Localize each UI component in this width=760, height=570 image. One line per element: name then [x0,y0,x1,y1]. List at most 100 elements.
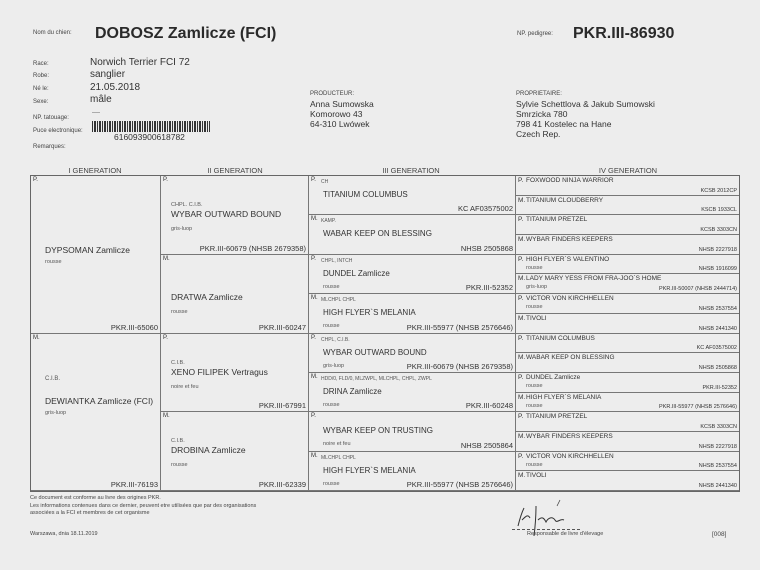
dog-name: WABAR KEEP ON BLESSING [323,229,432,239]
chip-barcode [92,121,210,132]
parent-marker: P. [518,334,524,342]
parent-marker: P. [518,373,524,381]
registration-number: KSCB 1933CL [701,207,737,214]
race-value: Norwich Terrier FCI 72 [90,57,190,68]
dog-name: VICTOR VON KIRCHHELLEN [526,295,614,303]
registration-number: PKR.III-55977 (NHSB 2576646) [659,404,737,411]
parent-marker: M. [33,334,40,341]
titles: CHPL. C.I.B. [171,202,203,208]
pedigree-cell-g4: P. TITANIUM PRETZEL KCSB 3303CN [516,412,739,432]
dog-name: TIVOLI [526,472,547,480]
dog-name-label: Nom du chien: [33,30,72,36]
registration-number: KC AF03575002 [457,204,513,214]
dog-name: WYBAR OUTWARD BOUND [323,347,427,357]
owner-line: Czech Rep. [516,129,561,139]
dog-name: TIVOLI [526,314,547,322]
pedigree-cell-g2: M. DROBINA Zamlicze rousse PKR.III-62339 C.I… [161,412,309,491]
remarks-label: Remarques: [33,144,66,150]
dog-name: WYBAR FINDERS KEEPERS [526,432,613,440]
registration-number: NHSB 2505868 [698,364,737,371]
registration-number: PKR.III-52352 [465,283,513,293]
coat-color: gris-luop [323,362,345,369]
producer-label: PRODUCTEUR: [310,91,355,97]
registration-number: PKR.III-50007 (NHSB 2444714) [659,286,737,293]
registration-number: PKR.III-62339 [258,480,306,489]
parent-marker: P. [33,177,38,183]
coat-color: gris-luop [45,410,67,417]
parent-marker: M. [311,452,318,459]
parent-marker: M. [163,413,170,420]
dog-name: DUNDEL Zamlicze [323,268,390,278]
parent-marker: P. [311,255,316,262]
dog-name: DYPSOMAN Zamlicze [45,244,131,255]
registration-number: PKR.III-60679 (NHSB 2679358) [199,243,306,253]
tattoo-label: NP. tatouage: [33,115,69,121]
parent-marker: P. [518,255,524,263]
titles: CHPL, C.I.B. [321,336,350,343]
registration-number: PKR.III-67991 [258,401,306,411]
owner-label: PROPRIETAIRE: [516,91,562,97]
pedigree-cell-g3: M. HIGH FLYER`S MELANIA rousse PKR.III-5597… [309,451,516,491]
registration-number: PKR.III-76193 [110,480,158,489]
parent-marker: P. [518,413,524,421]
registration-number: PKR.III-60679 (NHSB 2679358) [406,361,513,371]
pedigree-cell-g4: M. TIVOLI NHSB 2441340 [516,471,739,491]
registration-number: NHSB 2505864 [460,440,513,450]
pedigree-cell-g4: P. HIGH FLYER`S VALENTINO rousse NHSB 19160… [516,255,739,275]
generation-3-heading: III GENERATION [382,166,440,175]
parent-marker: M. [518,275,526,283]
dog-name: HIGH FLYER`S MELANIA [323,308,416,318]
owner-address: Sylvie Schettlova & Jakub Sumowski Smrzi… [516,99,655,139]
parent-marker: P. [163,177,168,183]
dog-name: WYBAR FINDERS KEEPERS [526,236,613,244]
dog-name: HIGH FLYER`S MELANIA [526,393,602,401]
signature-caption: Responsable de livre d'élevage [527,531,604,537]
dog-name: DRATWA Zamlicze [171,291,243,302]
coat-color: rousse [323,323,340,330]
parent-marker: P. [163,334,168,341]
producer-line: 64-310 Lwówek [310,119,370,129]
race-label: Race: [33,61,49,67]
place-date: Warszawa, dnia 18.11.2019 [30,531,98,537]
coat-color: noire et feu [171,383,199,390]
titles: C.I.B. [171,359,185,366]
parent-marker: M. [518,314,526,322]
registration-number: NHSB 2537554 [698,305,737,312]
generation-1-heading: I GENERATION [68,166,122,175]
generation-2-heading: II GENERATION [207,166,263,175]
dog-name: DUNDEL Zamlicze [526,373,581,381]
coat-color: rousse [323,283,340,290]
tattoo-value: ---- [92,110,100,116]
pedigree-cell-g1: M. DEWIANTKA Zamlicze (FCI) gris-luop PKR.I… [31,333,161,491]
coat-color: rousse [171,462,188,469]
owner-line: 798 41 Kostelec na Hane [516,119,612,129]
coat-color: rousse [323,480,340,487]
dog-name: WYBAR OUTWARD BOUND [171,209,282,219]
registration-number: NHSB 2441340 [698,325,737,332]
parent-marker: M. [518,236,526,244]
dog-name: DRINA Zamlicze [323,386,382,396]
pedigree-cell-g3: P. DUNDEL Zamlicze rousse PKR.III-52352 CHPL… [309,254,516,295]
titles: C.I.B. [45,376,61,383]
pedigree-cell-g4: P. FOXWOOD NINJA WARRIOR KCSB 2012CP [516,176,739,196]
pedigree-label: NP. pedigree: [517,31,553,37]
registration-number: PKR.III-55977 (NHSB 2576646) [406,480,513,489]
footer-line: associées a la FCI et membres de cet org… [30,510,150,516]
coat-color: rousse [526,264,543,271]
dog-name: TITANIUM COLUMBUS [526,334,595,342]
dog-name: TITANIUM CLOUDBERRY [526,196,604,204]
registration-number: PKR.III-52352 [702,384,737,391]
parent-marker: P. [518,216,524,224]
dog-name: HIGH FLYER`S MELANIA [323,465,416,475]
parent-marker: M. [518,196,526,204]
page-code: [008] [712,531,727,538]
registration-number: NHSB 1916099 [698,266,737,273]
parent-marker: M. [518,393,526,401]
coat-color: rousse [45,258,62,265]
registration-number: NHSB 2227918 [698,246,737,253]
sex-value: mâle [90,94,112,105]
registration-number: NHSB 2227918 [698,443,737,450]
pedigree-cell-g4: P. DUNDEL Zamlicze rousse PKR.III-52352 [516,373,739,393]
dog-name: XENO FILIPEK Vertragus [171,366,268,377]
coat-color: gris-luop [171,226,193,232]
